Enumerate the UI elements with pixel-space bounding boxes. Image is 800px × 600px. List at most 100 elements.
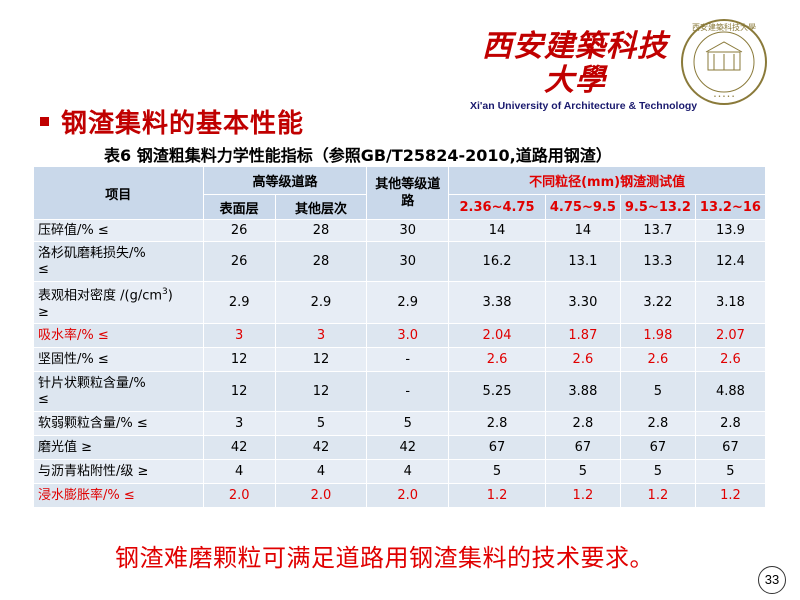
- table-cell: 3: [274, 323, 368, 348]
- row-label: 浸水膨胀率/% ≤: [33, 483, 204, 508]
- row-label: 吸水率/% ≤: [33, 323, 204, 348]
- table-caption: 表6 钢渣粗集料力学性能指标（参照GB/T25824-2010,道路用钢渣）: [104, 146, 612, 165]
- table-row: 表观相对密度 /(g/cm3) ≥ 2.9 2.9 2.9 3.38 3.30 3…: [33, 281, 767, 324]
- table-cell: 5: [544, 459, 621, 484]
- header-size-4: 13.2~16: [694, 194, 767, 220]
- table-cell: 67: [694, 435, 767, 460]
- table-cell: 3: [202, 411, 276, 436]
- table-row: 浸水膨胀率/% ≤ 2.0 2.0 2.0 1.2 1.2 1.2 1.2: [33, 483, 767, 508]
- header-other-grade: 其他等级道路: [366, 166, 450, 220]
- header-test-group: 不同粒径(mm)钢渣测试值: [448, 166, 766, 195]
- page-number: 33: [758, 566, 786, 594]
- table-cell: 4: [202, 459, 276, 484]
- table-cell: 2.9: [274, 281, 368, 324]
- table-row: 洛杉矶磨耗损失/% ≤ 26 28 30 16.2 13.1 13.3 12.4: [33, 241, 767, 282]
- table-cell: 30: [366, 219, 450, 242]
- table-cell: 26: [202, 241, 276, 282]
- row-label: 针片状颗粒含量/% ≤: [33, 371, 204, 412]
- header-high-grade: 高等级道路: [202, 166, 368, 195]
- table-cell: 4: [366, 459, 450, 484]
- table-cell: -: [366, 371, 450, 412]
- seal-text: 西安建築科技大學: [692, 22, 756, 32]
- svg-text:• • • • •: • • • • •: [713, 94, 734, 100]
- table-row: 磨光值 ≥ 42 42 42 67 67 67 67: [33, 435, 767, 460]
- header-size-3: 9.5~13.2: [619, 194, 696, 220]
- table-cell: 1.98: [619, 323, 696, 348]
- section-title-text: 钢渣集料的基本性能: [61, 109, 305, 139]
- table-cell: 2.6: [694, 347, 767, 372]
- table-cell: 1.2: [544, 483, 621, 508]
- header-size-1: 2.36~4.75: [448, 194, 546, 220]
- table-row: 软弱颗粒含量/% ≤ 3 5 5 2.8 2.8 2.8 2.8: [33, 411, 767, 436]
- header-size-2: 4.75~9.5: [544, 194, 621, 220]
- table-cell: 5: [694, 459, 767, 484]
- table-cell: 5: [619, 371, 696, 412]
- table-cell: 3.0: [366, 323, 450, 348]
- table-cell: 28: [274, 241, 368, 282]
- table-cell: 2.8: [694, 411, 767, 436]
- section-title: 钢渣集料的基本性能: [40, 103, 304, 140]
- table-cell: 3.22: [619, 281, 696, 324]
- table-cell: 14: [544, 219, 621, 242]
- table-cell: 5.25: [448, 371, 546, 412]
- university-name-english: Xi'an University of Architecture & Techn…: [470, 100, 698, 112]
- table-cell: 2.8: [619, 411, 696, 436]
- header-other-layers: 其他层次: [274, 194, 368, 220]
- table-cell: 12: [202, 371, 276, 412]
- table-cell: 13.3: [619, 241, 696, 282]
- row-label: 与沥青粘附性/级 ≥: [33, 459, 204, 484]
- table-cell: 12: [274, 371, 368, 412]
- table-cell: 14: [448, 219, 546, 242]
- table-cell: 2.9: [202, 281, 276, 324]
- table-cell: 16.2: [448, 241, 546, 282]
- table-cell: 3: [202, 323, 276, 348]
- table-cell: 42: [366, 435, 450, 460]
- table-cell: 13.1: [544, 241, 621, 282]
- university-logo: 西安建築科技大學 Xi'an University of Architectur…: [470, 29, 698, 113]
- table-cell: 67: [544, 435, 621, 460]
- table-row: 压碎值/% ≤ 26 28 30 14 14 13.7 13.9: [33, 219, 767, 242]
- table-cell: 3.30: [544, 281, 621, 324]
- university-name-chinese: 西安建築科技大學: [482, 29, 668, 98]
- table-cell: 12: [274, 347, 368, 372]
- header-item: 项目: [33, 166, 204, 220]
- row-label: 表观相对密度 /(g/cm3) ≥: [33, 281, 204, 324]
- table-cell: 30: [366, 241, 450, 282]
- table-cell: 2.0: [274, 483, 368, 508]
- table-row: 吸水率/% ≤ 3 3 3.0 2.04 1.87 1.98 2.07: [33, 323, 767, 348]
- table-cell: 2.0: [202, 483, 276, 508]
- row-label: 磨光值 ≥: [33, 435, 204, 460]
- table-cell: 42: [202, 435, 276, 460]
- table-cell: 2.9: [366, 281, 450, 324]
- table-cell: 42: [274, 435, 368, 460]
- table-cell: 2.8: [544, 411, 621, 436]
- table-cell: 3.18: [694, 281, 767, 324]
- table-cell: 12: [202, 347, 276, 372]
- table-cell: 5: [448, 459, 546, 484]
- table-cell: 1.2: [448, 483, 546, 508]
- table-cell: 1.2: [694, 483, 767, 508]
- conclusion-text: 钢渣难磨颗粒可满足道路用钢渣集料的技术要求。: [115, 544, 654, 572]
- row-label: 软弱颗粒含量/% ≤: [33, 411, 204, 436]
- table-cell: 67: [448, 435, 546, 460]
- table-cell: 5: [619, 459, 696, 484]
- table-cell: 5: [274, 411, 368, 436]
- table-cell: 4: [274, 459, 368, 484]
- table-cell: 2.6: [544, 347, 621, 372]
- table-cell: 5: [366, 411, 450, 436]
- table-cell: 12.4: [694, 241, 767, 282]
- table-cell: 3.38: [448, 281, 546, 324]
- table-cell: 3.88: [544, 371, 621, 412]
- header-surface: 表面层: [202, 194, 276, 220]
- university-seal-icon: 西安建築科技大學 • • • • •: [681, 19, 767, 105]
- table-cell: 2.04: [448, 323, 546, 348]
- bullet-icon: [40, 117, 49, 126]
- row-label: 压碎值/% ≤: [33, 219, 204, 242]
- table-cell: 26: [202, 219, 276, 242]
- properties-table: 项目 高等级道路 其他等级道路 不同粒径(mm)钢渣测试值 表面层 其他层次 2…: [33, 166, 767, 508]
- table-cell: 2.6: [448, 347, 546, 372]
- table-cell: 2.6: [619, 347, 696, 372]
- table-row: 针片状颗粒含量/% ≤ 12 12 - 5.25 3.88 5 4.88: [33, 371, 767, 412]
- table-row: 坚固性/% ≤ 12 12 - 2.6 2.6 2.6 2.6: [33, 347, 767, 372]
- table-cell: 2.07: [694, 323, 767, 348]
